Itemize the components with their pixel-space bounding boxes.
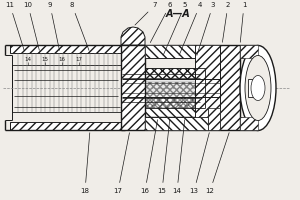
Bar bbox=[145, 117, 220, 130]
Text: 16: 16 bbox=[140, 120, 158, 194]
Bar bbox=[145, 45, 220, 58]
Text: 4: 4 bbox=[179, 2, 202, 55]
Bar bbox=[145, 82, 220, 130]
Polygon shape bbox=[121, 27, 145, 45]
Bar bbox=[10, 122, 123, 130]
Text: 11: 11 bbox=[5, 2, 24, 50]
Bar bbox=[145, 68, 195, 108]
Text: 10: 10 bbox=[23, 2, 39, 50]
Bar bbox=[122, 79, 252, 97]
Ellipse shape bbox=[251, 75, 265, 100]
Text: 7: 7 bbox=[135, 2, 157, 25]
Text: 17: 17 bbox=[76, 57, 82, 62]
Text: 6: 6 bbox=[150, 2, 172, 43]
Polygon shape bbox=[145, 108, 220, 117]
Text: 13: 13 bbox=[190, 133, 209, 194]
Text: 16: 16 bbox=[58, 57, 65, 62]
Bar bbox=[122, 83, 250, 93]
Text: 2: 2 bbox=[222, 2, 230, 42]
Text: 3: 3 bbox=[197, 2, 215, 55]
Bar bbox=[240, 117, 258, 130]
Text: 5: 5 bbox=[163, 2, 187, 55]
Text: 8: 8 bbox=[70, 2, 89, 50]
Text: 18: 18 bbox=[80, 133, 90, 194]
Ellipse shape bbox=[245, 55, 271, 120]
Bar bbox=[220, 45, 240, 130]
Text: 17: 17 bbox=[113, 133, 130, 194]
Bar bbox=[10, 45, 123, 53]
Text: A—A: A—A bbox=[166, 9, 190, 19]
Bar bbox=[121, 45, 145, 130]
Text: 15: 15 bbox=[158, 120, 170, 194]
Text: 15: 15 bbox=[41, 57, 49, 62]
Text: 1: 1 bbox=[240, 2, 246, 42]
Text: 12: 12 bbox=[206, 133, 229, 194]
Bar bbox=[195, 45, 220, 117]
Ellipse shape bbox=[240, 46, 276, 130]
Text: 9: 9 bbox=[48, 2, 59, 50]
Bar bbox=[208, 108, 220, 130]
Bar bbox=[248, 79, 256, 97]
Text: 14: 14 bbox=[172, 120, 185, 194]
Text: 14: 14 bbox=[25, 57, 32, 62]
Bar bbox=[240, 45, 258, 58]
